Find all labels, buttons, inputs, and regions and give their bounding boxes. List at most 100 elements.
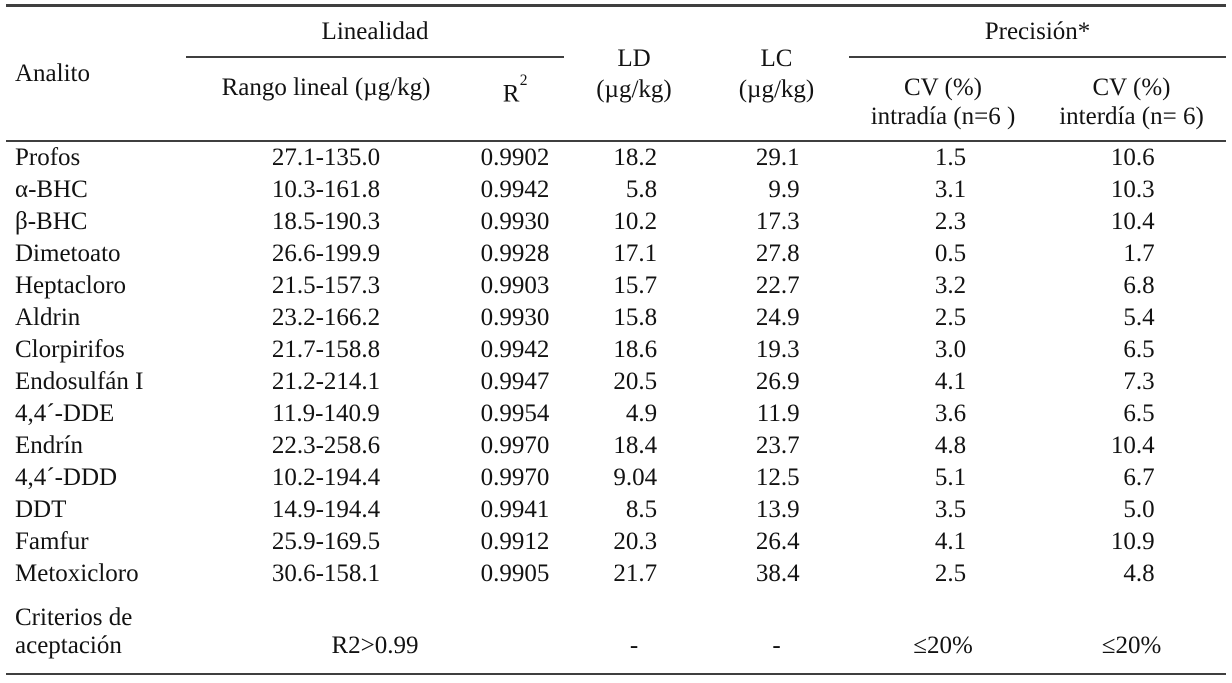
cell-cv-interdia: 1.7 bbox=[1037, 238, 1226, 270]
cell-criteria-label: Criterios de aceptación bbox=[6, 590, 186, 675]
cell-ld: 8.5 bbox=[564, 494, 704, 526]
cell-lc: 13.9 bbox=[704, 494, 849, 526]
cv-intradia-value: 3.2 bbox=[934, 272, 967, 299]
cell-analito: Heptacloro bbox=[15, 272, 127, 299]
lc-value: 11.9 bbox=[756, 400, 800, 427]
table-row: Famfur 25.9-169.5 0.9912 20.3 26.4 4.1 1… bbox=[6, 526, 1226, 558]
ld-value: 17.1 bbox=[613, 240, 658, 267]
ld-value: 8.5 bbox=[625, 496, 658, 523]
cell-ld: 15.8 bbox=[564, 302, 704, 334]
cell-cv-interdia: 6.7 bbox=[1037, 462, 1226, 494]
cell-ld: 4.9 bbox=[564, 398, 704, 430]
cell-analito: DDT bbox=[15, 496, 67, 523]
cell-lc: 26.4 bbox=[704, 526, 849, 558]
cell-ld: 9.04 bbox=[564, 462, 704, 494]
cell-lc: 27.8 bbox=[704, 238, 849, 270]
cell-cv-intradia: 1.5 bbox=[849, 141, 1037, 174]
criteria-section: Criterios de aceptación R2>0.99 - - ≤20%… bbox=[6, 590, 1227, 675]
lc-value: 26.4 bbox=[755, 528, 800, 555]
cell-analito: Endrín bbox=[15, 432, 84, 459]
lc-value: 19.3 bbox=[755, 336, 800, 363]
col-header-lc: LC (µg/kg) bbox=[704, 5, 849, 142]
cell-r2: 0.9941 bbox=[480, 496, 550, 523]
cv-intradia-value: 2.5 bbox=[934, 560, 967, 587]
cv-interdia-value: 10.3 bbox=[1110, 176, 1155, 203]
cv-interdia-value: 10.4 bbox=[1110, 432, 1155, 459]
table-header: Analito Linealidad LD (µg/kg) LC (µg/kg)… bbox=[6, 5, 1227, 142]
col-group-linealidad: Linealidad bbox=[186, 5, 564, 58]
ld-value: 4.9 bbox=[625, 400, 658, 427]
lc-value: 29.1 bbox=[755, 144, 800, 171]
cv-intradia-value: 2.3 bbox=[934, 208, 967, 235]
cv-interdia-value: 6.5 bbox=[1123, 336, 1155, 363]
cell-rango-lineal: 27.1-135.0 bbox=[271, 144, 381, 171]
cv-interdia-value: 1.7 bbox=[1123, 240, 1155, 267]
table-row: Heptacloro 21.5-157.3 0.9903 15.7 22.7 3… bbox=[6, 270, 1226, 302]
cell-lc: 38.4 bbox=[704, 558, 849, 590]
cell-cv-interdia: 4.8 bbox=[1037, 558, 1226, 590]
cell-r2: 0.9928 bbox=[480, 240, 550, 267]
cell-cv-interdia: 10.6 bbox=[1037, 141, 1226, 174]
cell-cv-interdia: 10.4 bbox=[1037, 430, 1226, 462]
cell-cv-interdia: 10.3 bbox=[1037, 174, 1226, 206]
cell-analito: Clorpirifos bbox=[15, 336, 125, 363]
cell-cv-interdia: 6.8 bbox=[1037, 270, 1226, 302]
lc-value: 13.9 bbox=[755, 496, 800, 523]
cell-criteria-lc: - bbox=[704, 590, 849, 675]
cv-interdia-value: 4.8 bbox=[1123, 560, 1155, 587]
cell-r2: 0.9970 bbox=[480, 432, 550, 459]
cell-ld: 20.5 bbox=[564, 366, 704, 398]
cv-intradia-line2: intradía (n=6 ) bbox=[870, 103, 1016, 130]
cv-interdia-value: 10.9 bbox=[1110, 528, 1155, 555]
r2-base: R bbox=[502, 80, 520, 108]
table-row: Dimetoato 26.6-199.9 0.9928 17.1 27.8 0.… bbox=[6, 238, 1226, 270]
lc-value: 12.5 bbox=[755, 464, 800, 491]
cell-analito: Metoxicloro bbox=[15, 560, 139, 587]
cv-intradia-value: 4.1 bbox=[934, 368, 967, 395]
ld-value: 20.3 bbox=[613, 528, 658, 555]
validation-table: Analito Linealidad LD (µg/kg) LC (µg/kg)… bbox=[6, 4, 1227, 675]
criteria-row: Criterios de aceptación R2>0.99 - - ≤20%… bbox=[6, 590, 1227, 675]
cell-ld: 18.2 bbox=[564, 141, 704, 174]
col-header-rango: Rango lineal (µg/kg) bbox=[186, 57, 466, 142]
table-row: Metoxicloro 30.6-158.1 0.9905 21.7 38.4 … bbox=[6, 558, 1226, 590]
lc-value: 17.3 bbox=[755, 208, 800, 235]
cell-cv-interdia: 6.5 bbox=[1037, 334, 1226, 366]
cv-intradia-value: 5.1 bbox=[934, 464, 967, 491]
cell-analito: 4,4´-DDE bbox=[15, 400, 115, 427]
cell-analito: Famfur bbox=[15, 528, 89, 555]
cell-lc: 22.7 bbox=[704, 270, 849, 302]
table-row: 4,4´-DDE 11.9-140.9 0.9954 4.9 11.9 3.6 … bbox=[6, 398, 1226, 430]
table-row: Profos 27.1-135.0 0.9902 18.2 29.1 1.5 1… bbox=[6, 141, 1226, 174]
cv-intradia-value: 4.1 bbox=[934, 528, 967, 555]
cell-r2: 0.9947 bbox=[480, 368, 550, 395]
r2-superscript: 2 bbox=[519, 72, 528, 90]
cell-analito: 4,4´-DDD bbox=[15, 464, 118, 491]
ld-units: (µg/kg) bbox=[596, 75, 672, 103]
cell-r2: 0.9954 bbox=[480, 400, 550, 427]
ld-value: 5.8 bbox=[625, 176, 658, 203]
cv-interdia-line2: interdía (n= 6) bbox=[1059, 103, 1204, 130]
col-header-ld: LD (µg/kg) bbox=[564, 5, 704, 142]
cell-r2: 0.9903 bbox=[480, 272, 550, 299]
cell-rango-lineal: 26.6-199.9 bbox=[271, 240, 381, 267]
ld-value: 18.6 bbox=[613, 336, 658, 363]
cv-intradia-value: 0.5 bbox=[934, 240, 967, 267]
cell-analito: β-BHC bbox=[15, 208, 88, 235]
cell-lc: 24.9 bbox=[704, 302, 849, 334]
cell-criteria-cv-intradia: ≤20% bbox=[849, 590, 1037, 675]
table-row: DDT 14.9-194.4 0.9941 8.5 13.9 3.5 5.0 bbox=[6, 494, 1226, 526]
cv-interdia-value: 5.0 bbox=[1123, 496, 1155, 523]
lc-value: 9.9 bbox=[768, 176, 800, 203]
cv-interdia-value: 6.7 bbox=[1123, 464, 1155, 491]
table-row: 4,4´-DDD 10.2-194.4 0.9970 9.04 12.5 5.1… bbox=[6, 462, 1226, 494]
cell-rango-lineal: 23.2-166.2 bbox=[271, 304, 381, 331]
table-row: Endosulfán I 21.2-214.1 0.9947 20.5 26.9… bbox=[6, 366, 1226, 398]
cell-cv-intradia: 3.0 bbox=[849, 334, 1037, 366]
cell-analito: Endosulfán I bbox=[15, 368, 144, 395]
cell-r2: 0.9905 bbox=[480, 560, 550, 587]
criteria-label-line1: Criterios de bbox=[15, 604, 133, 631]
cell-r2: 0.9902 bbox=[480, 144, 550, 171]
lc-value: 26.9 bbox=[755, 368, 800, 395]
cv-interdia-value: 7.3 bbox=[1123, 368, 1155, 395]
